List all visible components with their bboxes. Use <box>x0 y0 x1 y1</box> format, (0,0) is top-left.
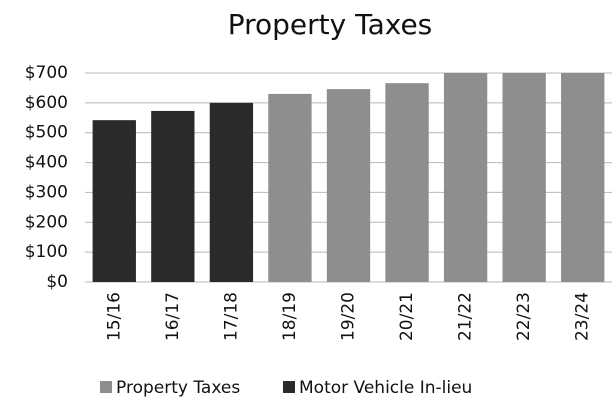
y-tick-label: $700 <box>25 63 68 83</box>
y-tick-label: $300 <box>25 182 68 202</box>
y-tick-label: $0 <box>46 272 68 292</box>
y-tick-label: $400 <box>25 153 68 173</box>
x-tick-label: 21/22 <box>456 292 476 341</box>
y-tick-label: $500 <box>25 123 68 143</box>
x-tick-label: 16/17 <box>163 292 183 341</box>
legend-label: Property Taxes <box>116 378 240 398</box>
x-tick-label: 23/24 <box>573 292 593 341</box>
x-tick-label: 17/18 <box>221 292 241 341</box>
bar <box>502 73 546 282</box>
y-tick-label: $200 <box>25 212 68 232</box>
y-tick-label: $600 <box>25 93 68 113</box>
x-tick-label: 22/23 <box>514 292 534 341</box>
bar <box>209 102 254 282</box>
bar <box>443 73 488 282</box>
legend-swatch <box>100 381 112 393</box>
bar <box>151 110 195 282</box>
bar <box>92 120 136 282</box>
y-tick-label: $100 <box>25 242 68 262</box>
legend-swatch <box>283 381 295 393</box>
bar <box>268 93 312 283</box>
bar <box>326 89 371 282</box>
chart-title: Property Taxes <box>228 8 433 41</box>
bar <box>561 73 605 282</box>
x-tick-label: 19/20 <box>339 292 359 341</box>
x-tick-label: 15/16 <box>104 292 124 341</box>
legend-label: Motor Vehicle In-lieu <box>299 378 472 398</box>
x-tick-label: 20/21 <box>397 292 417 341</box>
x-tick-label: 18/19 <box>280 292 300 341</box>
bar <box>385 83 429 282</box>
